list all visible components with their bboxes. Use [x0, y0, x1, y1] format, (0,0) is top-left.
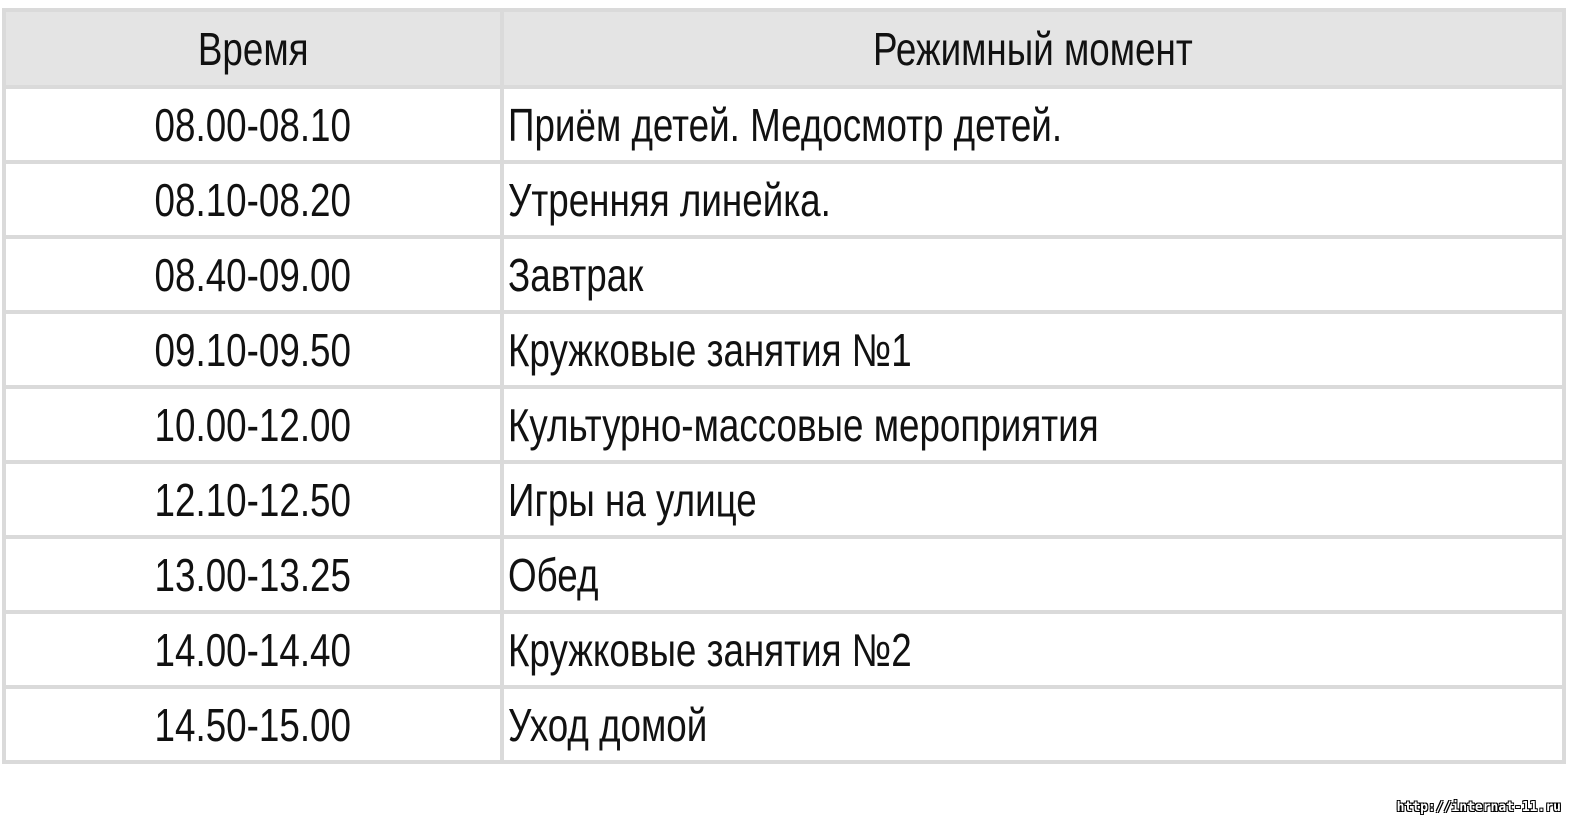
table-row: 08.00-08.10 Приём детей. Медосмотр детей.: [2, 85, 1566, 164]
table-row: 09.10-09.50 Кружковые занятия №1: [2, 310, 1566, 389]
activity-cell: Уход домой: [500, 685, 1566, 764]
time-cell: 13.00-13.25: [2, 535, 504, 614]
header-activity: Режимный момент: [500, 8, 1566, 89]
activity-cell: Приём детей. Медосмотр детей.: [500, 85, 1566, 164]
time-cell: 10.00-12.00: [2, 385, 504, 464]
table-row: 08.40-09.00 Завтрак: [2, 235, 1566, 314]
table-row: 14.00-14.40 Кружковые занятия №2: [2, 610, 1566, 689]
time-cell: 08.10-08.20: [2, 160, 504, 239]
time-cell: 14.50-15.00: [2, 685, 504, 764]
activity-cell: Культурно-массовые мероприятия: [500, 385, 1566, 464]
watermark: http://internat-11.ru: [1396, 800, 1561, 815]
activity-cell: Кружковые занятия №1: [500, 310, 1566, 389]
activity-cell: Игры на улице: [500, 460, 1566, 539]
time-cell: 12.10-12.50: [2, 460, 504, 539]
activity-cell: Завтрак: [500, 235, 1566, 314]
table-row: 14.50-15.00 Уход домой: [2, 685, 1566, 764]
time-cell: 09.10-09.50: [2, 310, 504, 389]
activity-cell: Обед: [500, 535, 1566, 614]
time-cell: 08.40-09.00: [2, 235, 504, 314]
table-row: 13.00-13.25 Обед: [2, 535, 1566, 614]
activity-cell: Утренняя линейка.: [500, 160, 1566, 239]
schedule-table: Время Режимный момент 08.00-08.10 Приём д…: [2, 8, 1566, 764]
table-row: 10.00-12.00 Культурно-массовые мероприяти…: [2, 385, 1566, 464]
table-row: 12.10-12.50 Игры на улице: [2, 460, 1566, 539]
header-row: Время Режимный момент: [2, 8, 1566, 89]
time-cell: 08.00-08.10: [2, 85, 504, 164]
table-row: 08.10-08.20 Утренняя линейка.: [2, 160, 1566, 239]
activity-cell: Кружковые занятия №2: [500, 610, 1566, 689]
time-cell: 14.00-14.40: [2, 610, 504, 689]
header-time: Время: [2, 8, 504, 89]
